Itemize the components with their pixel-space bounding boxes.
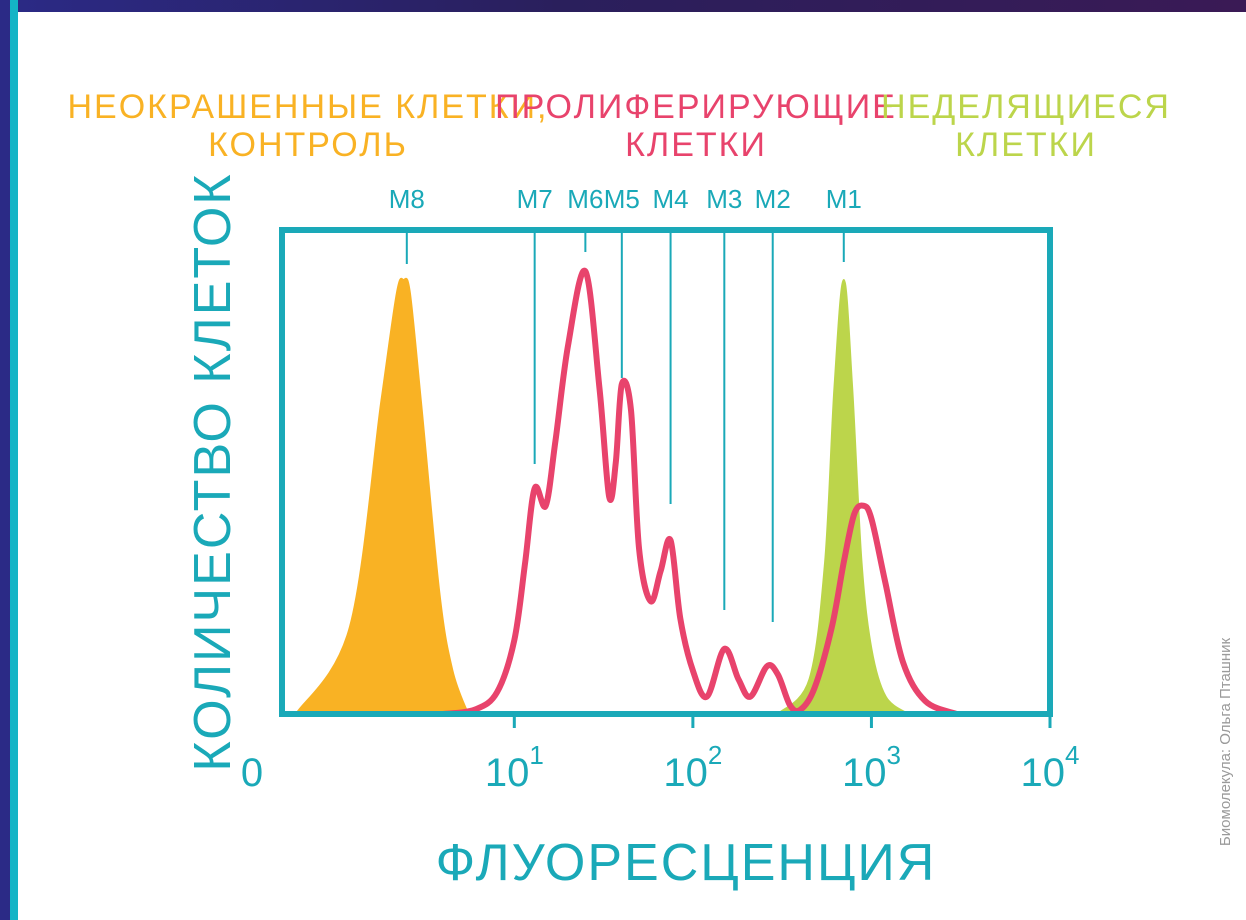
- side-stripe: [10, 0, 18, 920]
- series-2-line: [443, 271, 956, 714]
- legend: НЕОКРАШЕННЫЕ КЛЕТКИ,КОНТРОЛЬ ПРОЛИФЕРИРУЮ…: [68, 88, 1171, 164]
- marker-label-m1: M1: [826, 184, 862, 214]
- legend-entry-2-line2: КЛЕТКИ: [625, 126, 767, 164]
- series-layer: [296, 271, 957, 714]
- legend-entry-2-line1: ПРОЛИФЕРИРУЮЩИЕ: [495, 88, 897, 126]
- x-tick-label-5: 104: [1021, 740, 1080, 795]
- histogram-chart: НЕОКРАШЕННЫЕ КЛЕТКИ,КОНТРОЛЬ ПРОЛИФЕРИРУЮ…: [18, 12, 1246, 920]
- marker-label-m8: M8: [389, 184, 425, 214]
- marker-label-m2: M2: [755, 184, 791, 214]
- marker-label-m3: M3: [706, 184, 742, 214]
- x-tick-labels: 0 101 102 103 104: [241, 714, 1080, 795]
- legend-entry-1-line1: НЕОКРАШЕННЫЕ КЛЕТКИ,: [68, 88, 549, 126]
- x-axis-label: ФЛУОРЕСЦЕНЦИЯ: [436, 834, 937, 892]
- x-tick-label-4: 103: [842, 740, 901, 795]
- marker-label-m4: M4: [653, 184, 689, 214]
- marker-label-m5: M5: [604, 184, 640, 214]
- legend-entry-3-line1: НЕДЕЛЯЩИЕСЯ: [881, 88, 1171, 126]
- x-tick-label-2: 101: [485, 740, 544, 795]
- marker-lines: M8 M7 M6 M5 M4 M3 M2 M1: [389, 184, 862, 622]
- chart-panel: НЕОКРАШЕННЫЕ КЛЕТКИ, КОНТРОЛЬ ПРОЛИФЕРИРУЮ…: [18, 12, 1246, 920]
- series-3-area: [778, 280, 908, 714]
- legend-entry-3-line2: КЛЕТКИ: [955, 126, 1097, 164]
- x-tick-label-3: 102: [663, 740, 722, 795]
- marker-label-m6: M6: [567, 184, 603, 214]
- x-tick-label-1: 0: [241, 751, 263, 795]
- series-1-area: [296, 279, 468, 714]
- legend-entry-1-line2: КОНТРОЛЬ: [208, 126, 408, 164]
- y-axis-label: КОЛИЧЕСТВО КЛЕТОК: [184, 172, 242, 771]
- credit-text: Биомолекула: Ольга Пташник: [1217, 638, 1234, 847]
- marker-label-m7: M7: [517, 184, 553, 214]
